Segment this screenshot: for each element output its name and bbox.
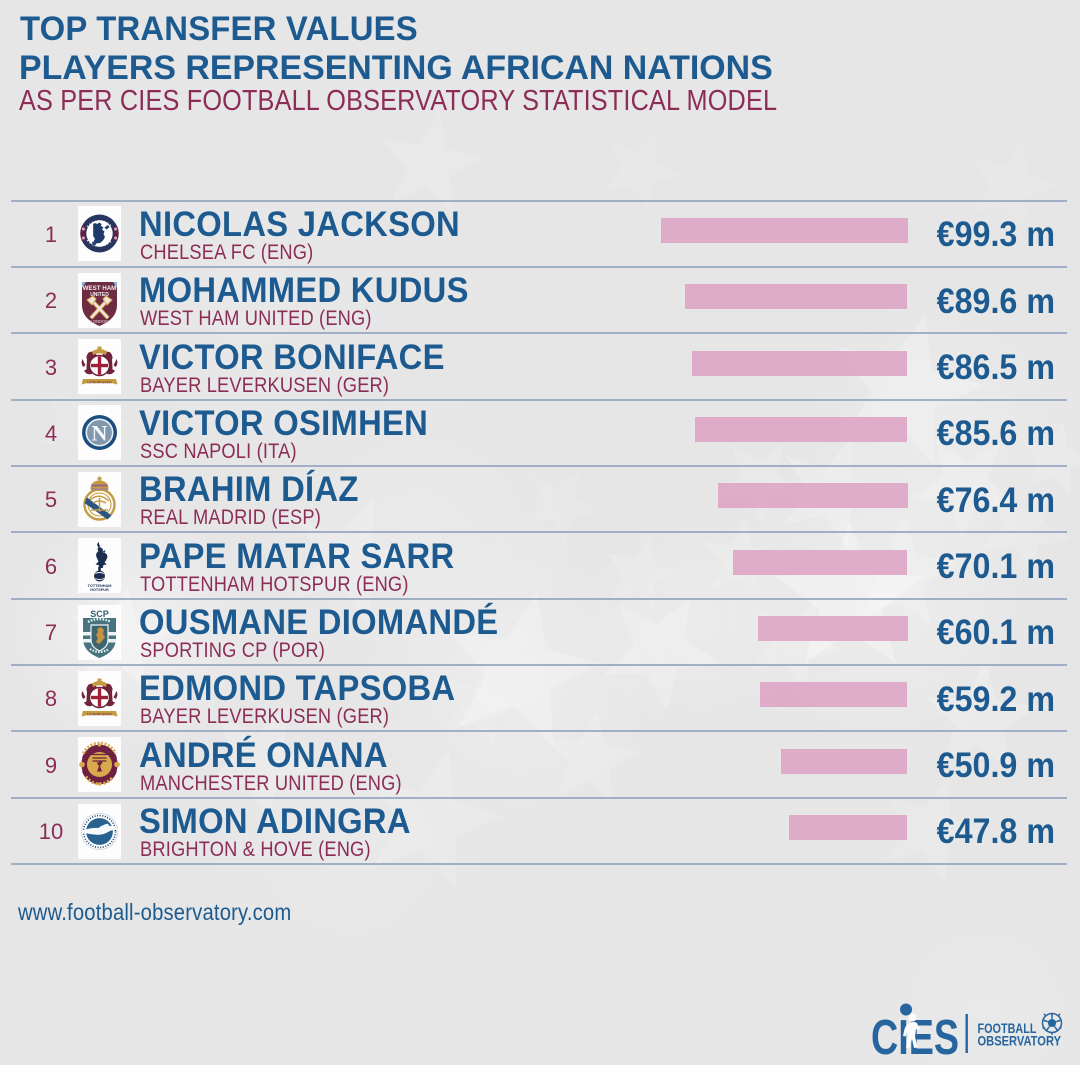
- svg-text:OBSERVATORY: OBSERVATORY: [978, 1034, 1062, 1049]
- svg-text:HOTSPUR: HOTSPUR: [90, 588, 109, 592]
- svg-text:LEVERKUSEN: LEVERKUSEN: [87, 712, 112, 716]
- svg-text:TOTTENHAM: TOTTENHAM: [88, 584, 112, 588]
- svg-text:UNITED: UNITED: [90, 292, 109, 298]
- svg-text:LONDON: LONDON: [91, 319, 109, 324]
- svg-text:LEVERKUSEN: LEVERKUSEN: [87, 381, 112, 385]
- svg-text:WEST HAM: WEST HAM: [83, 285, 117, 292]
- svg-text:N: N: [92, 421, 108, 446]
- svg-text:FOOTBALL: FOOTBALL: [978, 1021, 1037, 1036]
- svg-text:SCP: SCP: [90, 609, 109, 619]
